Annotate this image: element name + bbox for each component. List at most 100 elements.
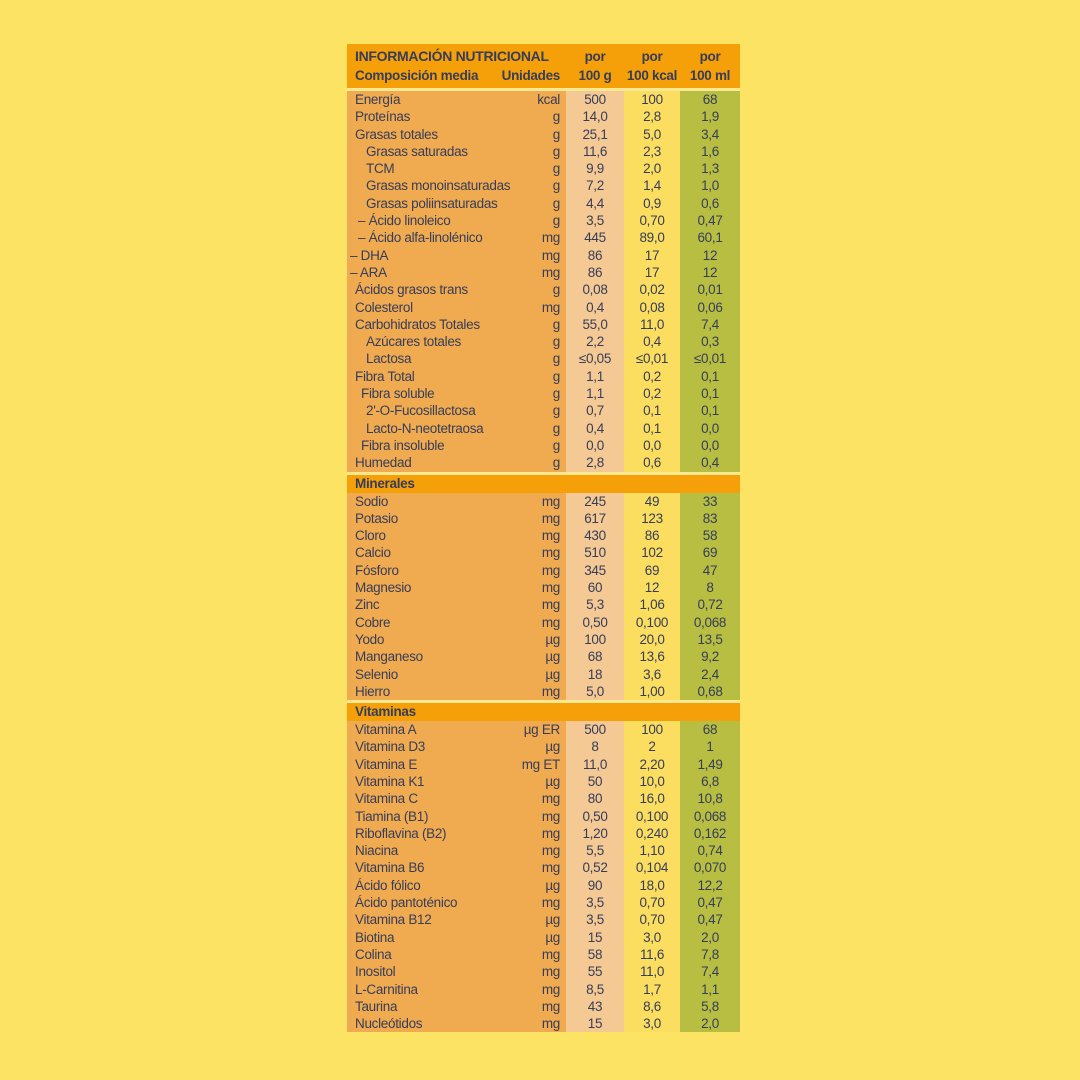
value-per-100g: 55 xyxy=(566,963,624,981)
nutrient-unit: mg ET xyxy=(521,756,561,772)
value-per-100kcal: 18,0 xyxy=(624,876,680,895)
section-bar-vitaminas: Vitaminas xyxy=(347,703,740,722)
value-per-100ml: 2,4 xyxy=(680,665,740,683)
table-row: Vitamina A µg ER 500 100 68 xyxy=(347,721,740,739)
nutrient-name: Tiamina (B1) xyxy=(355,808,429,824)
nutrient-name: Grasas saturadas xyxy=(366,143,468,159)
table-row: Carbohidratos Totales g 55,0 11,0 7,4 xyxy=(347,315,740,334)
section-general-rows: Energía kcal 500 100 68 Proteínas g 14,0 2,8 1,9 G… xyxy=(347,91,740,472)
nutrient-name: – Ácido linoleico xyxy=(358,213,451,229)
value-per-100g: 617 xyxy=(566,509,624,528)
value-per-100ml: 7,8 xyxy=(680,945,740,964)
value-per-100ml: 0,72 xyxy=(680,596,740,614)
value-per-100g: 0,50 xyxy=(566,613,624,631)
value-per-100ml: 9,2 xyxy=(680,648,740,666)
table-row: – Ácido alfa-linolénico mg 445 89,0 60,1 xyxy=(347,229,740,247)
value-per-100kcal: 2,0 xyxy=(624,160,680,178)
value-per-100g: 55,0 xyxy=(566,315,624,334)
nutrient-unit: mg xyxy=(541,860,560,876)
nutrient-unit: g xyxy=(552,126,561,142)
value-per-100ml: 12 xyxy=(680,246,740,264)
value-per-100ml: ≤0,01 xyxy=(680,350,740,368)
value-per-100g: 7,2 xyxy=(566,177,624,195)
value-per-100kcal: 2,3 xyxy=(624,142,680,161)
value-per-100g: 0,4 xyxy=(566,298,624,316)
table-header-row-1: INFORMACIÓN NUTRICIONAL por por por xyxy=(347,47,740,66)
minerales-separator xyxy=(347,471,740,475)
nutrient-unit: g xyxy=(552,316,561,332)
table-row: Taurina mg 43 8,6 5,8 xyxy=(347,997,740,1016)
value-per-100ml: 0,1 xyxy=(680,385,740,403)
table-row: Hierro mg 5,0 1,00 0,68 xyxy=(347,682,740,701)
value-per-100kcal: 20,0 xyxy=(624,630,680,649)
table-row: Ácido fólico µg 90 18,0 12,2 xyxy=(347,876,740,895)
nutrient-unit: kcal xyxy=(537,92,560,107)
value-per-100kcal: 12 xyxy=(624,579,680,597)
nutrient-name: Fibra soluble xyxy=(361,386,435,402)
value-per-100ml: 0,68 xyxy=(680,682,740,701)
table-row: L-Carnitina mg 8,5 1,7 1,1 xyxy=(347,980,740,998)
value-per-100ml: 0,0 xyxy=(680,419,740,437)
nutrient-name: Vitamina D3 xyxy=(355,739,425,755)
table-row: Biotina µg 15 3,0 2,0 xyxy=(347,928,740,946)
value-per-100kcal: 0,9 xyxy=(624,194,680,213)
value-per-100g: 0,08 xyxy=(566,281,624,299)
value-per-100g: 11,6 xyxy=(566,142,624,161)
nutrient-name: Grasas poliinsaturadas xyxy=(366,195,498,211)
nutrient-unit: g xyxy=(552,351,561,367)
nutrient-unit: g xyxy=(552,213,561,229)
value-per-100kcal: 0,240 xyxy=(624,824,680,843)
value-per-100g: 14,0 xyxy=(566,108,624,126)
nutrient-unit: g xyxy=(552,161,561,177)
value-per-100g: 445 xyxy=(566,229,624,247)
col-header-100ml: 100 ml xyxy=(689,68,731,83)
nutrient-unit: g xyxy=(552,178,561,194)
value-per-100ml: 1,6 xyxy=(680,142,740,161)
value-per-100kcal: 0,02 xyxy=(624,281,680,299)
value-per-100ml: 0,47 xyxy=(680,894,740,912)
nutrient-unit: mg xyxy=(541,580,560,596)
value-per-100ml: 5,8 xyxy=(680,997,740,1016)
table-title: INFORMACIÓN NUTRICIONAL xyxy=(355,48,549,64)
value-per-100kcal: 1,00 xyxy=(624,682,680,701)
value-per-100g: 1,1 xyxy=(566,367,624,386)
nutrient-name: Grasas monoinsaturadas xyxy=(366,178,511,194)
value-per-100kcal: 0,70 xyxy=(624,911,680,929)
table-row: TCM g 9,9 2,0 1,3 xyxy=(347,160,740,178)
table-row: Vitamina B12 µg 3,5 0,70 0,47 xyxy=(347,911,740,929)
value-per-100g: 500 xyxy=(566,721,624,739)
value-per-100kcal: 1,10 xyxy=(624,842,680,860)
value-per-100ml: 0,06 xyxy=(680,298,740,316)
value-per-100g: 430 xyxy=(566,527,624,545)
nutrient-unit: mg xyxy=(541,264,560,280)
value-per-100kcal: 0,4 xyxy=(624,333,680,351)
table-row: Cobre mg 0,50 0,100 0,068 xyxy=(347,613,740,631)
value-per-100kcal: 89,0 xyxy=(624,229,680,247)
table-row: Vitamina E mg ET 11,0 2,20 1,49 xyxy=(347,755,740,773)
table-row: Ácido pantoténico mg 3,5 0,70 0,47 xyxy=(347,894,740,912)
value-per-100kcal: 0,70 xyxy=(624,894,680,912)
value-per-100kcal: 102 xyxy=(624,544,680,562)
value-per-100kcal: 49 xyxy=(624,492,680,510)
value-per-100ml: 1,9 xyxy=(680,108,740,126)
nutrient-name: Inositol xyxy=(355,964,396,980)
nutrient-unit: µg xyxy=(545,877,560,893)
nutrient-name: Azúcares totales xyxy=(366,334,461,350)
value-per-100kcal: 0,1 xyxy=(624,419,680,437)
nutrient-unit: mg xyxy=(541,946,560,962)
nutrient-name: Sodio xyxy=(355,493,389,509)
nutrient-name: Zinc xyxy=(355,597,380,613)
value-per-100ml: 6,8 xyxy=(680,772,740,791)
value-per-100kcal: 86 xyxy=(624,527,680,545)
value-per-100ml: 13,5 xyxy=(680,630,740,649)
nutrient-name: Vitamina C xyxy=(355,791,418,807)
value-per-100kcal: 11,0 xyxy=(624,963,680,981)
table-row: Azúcares totales g 2,2 0,4 0,3 xyxy=(347,333,740,351)
value-per-100kcal: 0,70 xyxy=(624,212,680,230)
nutrient-unit: g xyxy=(552,386,561,402)
nutrient-unit: µg ER xyxy=(523,722,561,738)
nutrient-name: Colesterol xyxy=(355,299,413,315)
nutrient-unit: g xyxy=(552,420,561,436)
value-per-100ml: 1,49 xyxy=(680,755,740,773)
value-per-100kcal: 3,0 xyxy=(624,928,680,946)
